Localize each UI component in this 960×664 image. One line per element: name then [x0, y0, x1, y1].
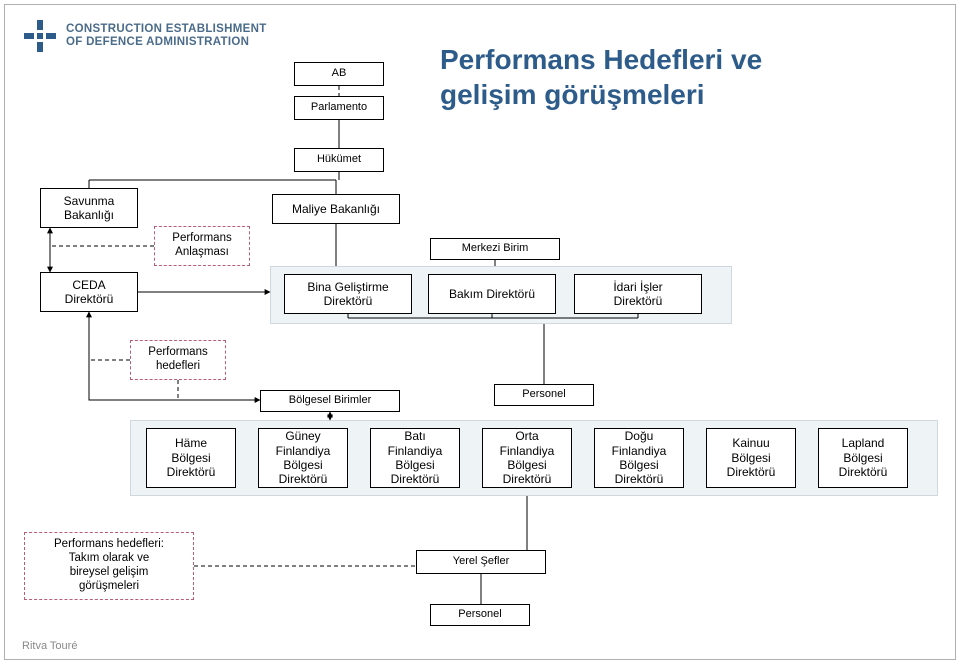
- node-label: LaplandBölgesiDirektörü: [839, 436, 888, 479]
- node-label: Bakım Direktörü: [449, 287, 535, 301]
- node-hukumet: Hükümet: [294, 148, 384, 172]
- node-label: Personel: [522, 388, 565, 401]
- node-label: HämeBölgesiDirektörü: [167, 436, 216, 479]
- node-label: CEDADirektörü: [65, 278, 114, 307]
- node-label: BatıFinlandiyaBölgesiDirektörü: [388, 429, 443, 487]
- node-label: Bölgesel Birimler: [289, 394, 372, 407]
- node-label: Maliye Bakanlığı: [292, 202, 380, 216]
- node-label: Performanshedefleri: [148, 346, 207, 374]
- node-label: İdari İşlerDirektörü: [613, 280, 662, 309]
- node-personel1: Personel: [494, 384, 594, 406]
- node-label: Hükümet: [317, 153, 361, 166]
- node-label: DoğuFinlandiyaBölgesiDirektörü: [612, 429, 667, 487]
- footer-author: Ritva Touré: [22, 640, 77, 652]
- node-yerel: Yerel Şefler: [416, 550, 546, 574]
- node-label: Bina GeliştirmeDirektörü: [307, 280, 388, 309]
- node-r4: DoğuFinlandiyaBölgesiDirektörü: [594, 428, 684, 488]
- node-label: GüneyFinlandiyaBölgesiDirektörü: [276, 429, 331, 487]
- node-bolgesel: Bölgesel Birimler: [260, 390, 400, 412]
- node-r5: KainuuBölgesiDirektörü: [706, 428, 796, 488]
- node-ab: AB: [294, 62, 384, 86]
- node-anlasma: PerformansAnlaşması: [154, 226, 250, 266]
- node-label: KainuuBölgesiDirektörü: [727, 436, 776, 479]
- node-r0: HämeBölgesiDirektörü: [146, 428, 236, 488]
- node-maliye: Maliye Bakanlığı: [272, 194, 400, 224]
- node-takim: Performans hedefleri:Takım olarak vebire…: [24, 532, 194, 600]
- node-bakim: Bakım Direktörü: [428, 274, 556, 314]
- node-label: Yerel Şefler: [453, 555, 509, 568]
- node-bina: Bina GeliştirmeDirektörü: [284, 274, 412, 314]
- node-label: Performans hedefleri:Takım olarak vebire…: [54, 538, 164, 593]
- node-r6: LaplandBölgesiDirektörü: [818, 428, 908, 488]
- node-idari: İdari İşlerDirektörü: [574, 274, 702, 314]
- node-label: Parlamento: [311, 101, 367, 114]
- node-label: PerformansAnlaşması: [172, 232, 231, 260]
- node-label: AB: [332, 67, 347, 80]
- diagram-canvas: AB Parlamento Hükümet SavunmaBakanlığı Maliy…: [0, 0, 960, 664]
- node-merkezi: Merkezi Birim: [430, 238, 560, 260]
- node-r2: BatıFinlandiyaBölgesiDirektörü: [370, 428, 460, 488]
- node-r1: GüneyFinlandiyaBölgesiDirektörü: [258, 428, 348, 488]
- node-personel2: Personel: [430, 604, 530, 626]
- node-label: SavunmaBakanlığı: [64, 194, 115, 223]
- node-ceda: CEDADirektörü: [40, 272, 138, 312]
- node-label: Personel: [458, 608, 501, 621]
- node-savunma: SavunmaBakanlığı: [40, 188, 138, 228]
- node-parlamento: Parlamento: [294, 96, 384, 120]
- node-hedefleri: Performanshedefleri: [130, 340, 226, 380]
- node-label: Merkezi Birim: [462, 242, 529, 255]
- node-label: OrtaFinlandiyaBölgesiDirektörü: [500, 429, 555, 487]
- node-r3: OrtaFinlandiyaBölgesiDirektörü: [482, 428, 572, 488]
